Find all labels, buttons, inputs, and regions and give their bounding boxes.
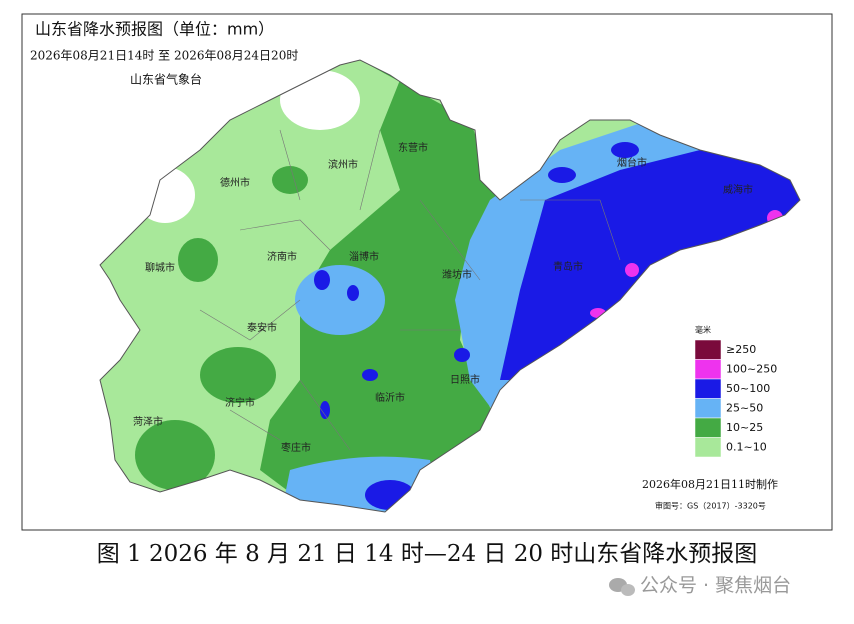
zone-blue	[320, 401, 330, 419]
legend-swatch	[694, 398, 722, 419]
legend-label: 100~250	[726, 363, 777, 376]
review-number: 审图号：GS（2017）-3320号	[655, 501, 766, 511]
legend-label: 10~25	[726, 421, 763, 434]
time-range: 2026年08月21日14时 至 2026年08月24日20时	[30, 49, 298, 63]
city-label: 菏泽市	[133, 415, 163, 428]
zone-green	[260, 60, 500, 500]
zone-blue	[362, 369, 378, 381]
legend: 毫米 ≥250 100~250 50~100 25~50 10~25 0.1~10	[694, 325, 777, 458]
issuer: 山东省气象台	[130, 72, 202, 87]
city-label: 淄博市	[349, 250, 379, 263]
legend-label: 25~50	[726, 402, 763, 415]
zone-green	[200, 347, 276, 403]
city-label: 临沂市	[375, 391, 405, 404]
city-label: 潍坊市	[442, 268, 472, 281]
zone-blue	[548, 167, 576, 183]
city-boundaries	[199, 129, 621, 451]
city-label: 聊城市	[145, 261, 175, 274]
watermark-icon	[609, 578, 635, 596]
legend-swatch	[694, 417, 722, 438]
made-time: 2026年08月21日11时制作	[642, 477, 778, 491]
legend-label: 0.1~10	[726, 441, 767, 454]
zone-green	[135, 420, 215, 490]
city-label: 济宁市	[225, 396, 255, 409]
city-label: 威海市	[723, 183, 753, 196]
legend-swatch	[694, 437, 722, 458]
watermark: 公众号 · 聚焦烟台	[640, 575, 791, 597]
zone-blue	[314, 270, 330, 290]
zone-blue	[611, 142, 639, 158]
city-label: 德州市	[220, 176, 250, 189]
city-label: 枣庄市	[281, 441, 311, 454]
zone-magenta	[625, 263, 639, 277]
legend-swatch	[694, 339, 722, 360]
city-label: 泰安市	[247, 321, 277, 334]
zone-blue	[454, 348, 470, 362]
legend-unit: 毫米	[695, 325, 711, 335]
legend-swatch	[694, 359, 722, 380]
zone-blue	[347, 285, 359, 301]
caption: 图 1 2026 年 8 月 21 日 14 时—24 日 20 时山东省降水预…	[97, 541, 758, 567]
legend-swatch	[694, 378, 722, 399]
city-label: 日照市	[450, 373, 480, 386]
map-title: 山东省降水预报图（单位：mm）	[35, 20, 274, 39]
legend-label: 50~100	[726, 382, 770, 395]
zone-green	[178, 238, 218, 282]
legend-label: ≥250	[726, 343, 756, 356]
city-label: 烟台市	[617, 156, 647, 169]
city-label: 青岛市	[553, 260, 583, 273]
city-label: 东营市	[398, 141, 428, 154]
zone-green	[272, 166, 308, 194]
city-label: 济南市	[267, 250, 297, 263]
city-label: 滨州市	[328, 158, 358, 171]
zone-light-blue	[295, 265, 385, 335]
